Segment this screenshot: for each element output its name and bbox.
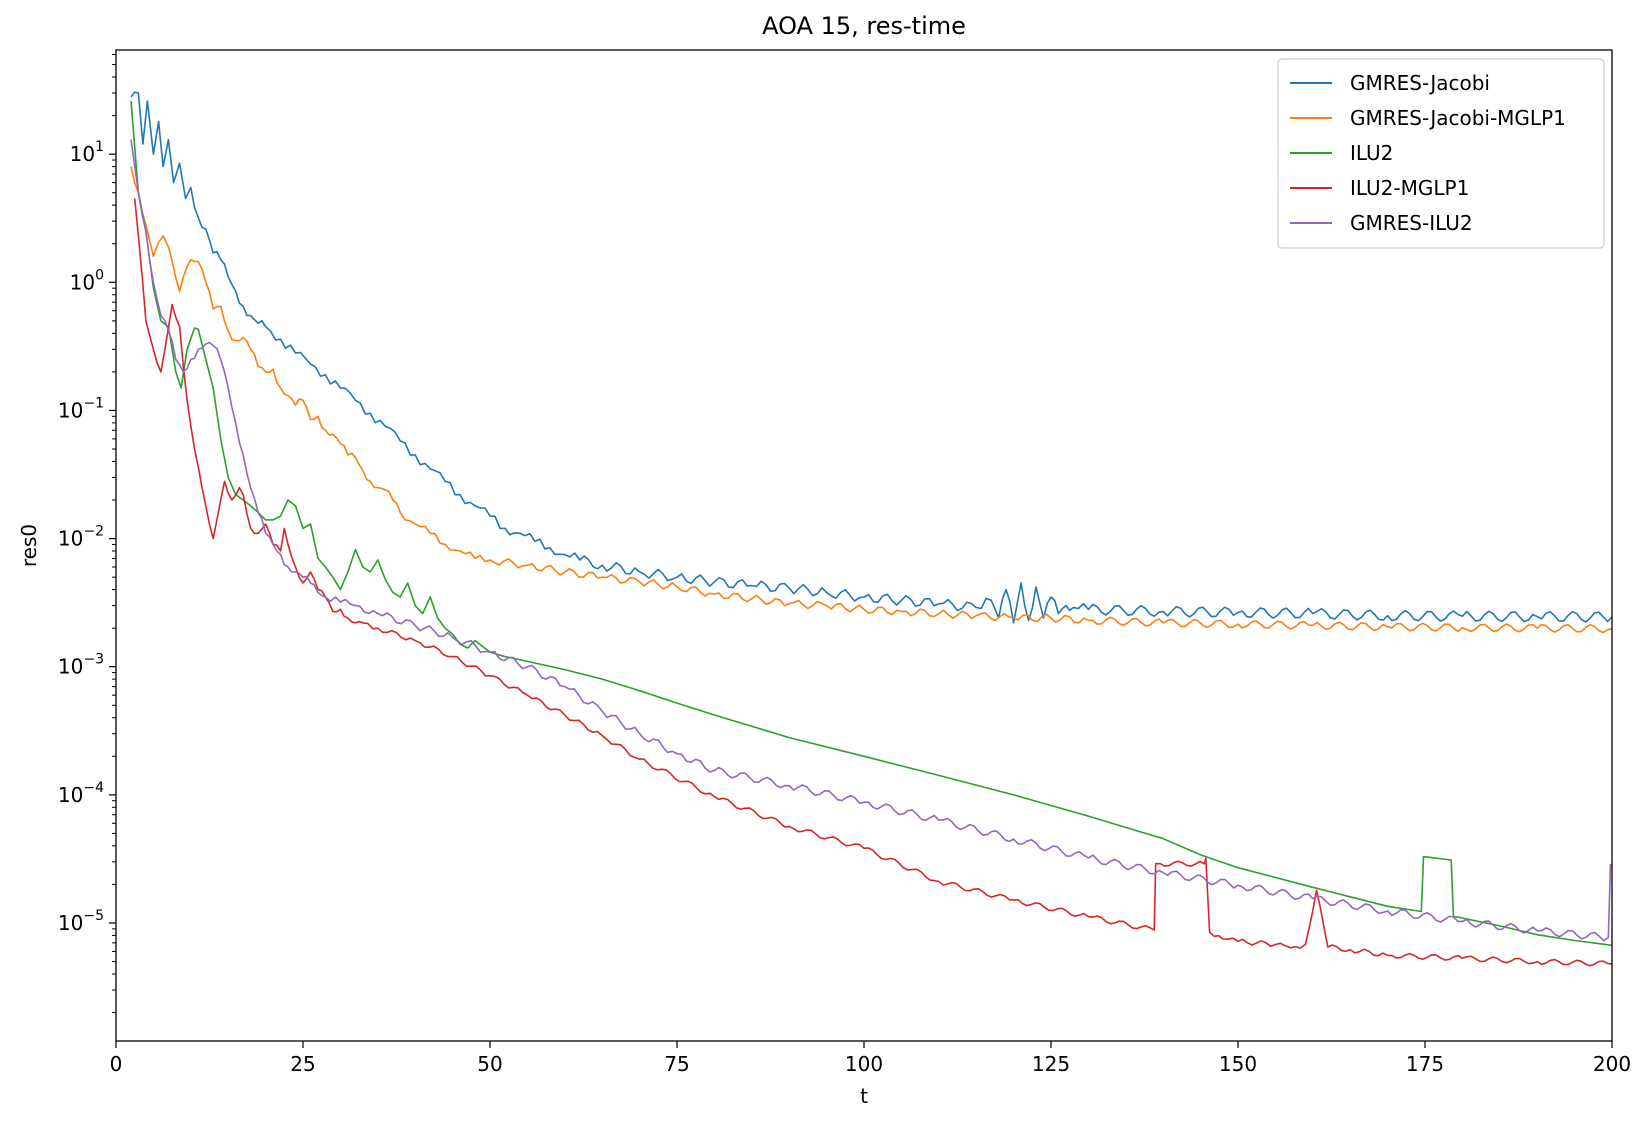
y-tick-label: 10−3	[58, 652, 104, 679]
legend-entry-label: GMRES-ILU2	[1350, 211, 1473, 235]
y-tick-label: 10−4	[58, 780, 104, 807]
legend-entry-label: GMRES-Jacobi	[1350, 71, 1490, 95]
x-tick-label: 25	[290, 1052, 315, 1076]
y-tick-label: 10−2	[58, 524, 104, 551]
x-tick-label: 100	[845, 1052, 883, 1076]
legend-box	[1277, 58, 1605, 249]
y-tick-label: 10−1	[58, 395, 104, 422]
series-line-gmres-ilu2	[130, 139, 1612, 942]
chart-title: AOA 15, res-time	[762, 12, 966, 40]
legend-entry-label: GMRES-Jacobi-MGLP1	[1350, 106, 1566, 130]
x-tick-label: 50	[477, 1052, 502, 1076]
y-tick-label: 101	[70, 139, 104, 166]
y-axis: 10−5 10−4 10−3 10−2 10−1 100 101	[58, 53, 116, 1014]
series-layer	[130, 91, 1612, 967]
legend-entry-label: ILU2-MGLP1	[1350, 176, 1469, 200]
series-line-gmres-jacobi	[130, 91, 1612, 624]
x-tick-label: 75	[664, 1052, 689, 1076]
x-tick-label: 150	[1219, 1052, 1257, 1076]
x-tick-label: 125	[1032, 1052, 1070, 1076]
legend-entry-label: ILU2	[1350, 141, 1393, 165]
y-axis-label: res0	[17, 524, 41, 567]
x-tick-label: 0	[110, 1052, 123, 1076]
x-tick-label: 200	[1593, 1052, 1631, 1076]
series-line-gmres-jacobi-mglp1	[130, 166, 1612, 634]
y-tick-label: 10−5	[58, 908, 104, 935]
x-tick-label: 175	[1406, 1052, 1444, 1076]
y-tick-label: 100	[70, 267, 104, 294]
series-line-ilu2-mglp1	[133, 198, 1612, 967]
legend: GMRES-Jacobi GMRES-Jacobi-MGLP1 ILU2 ILU2-M…	[1277, 58, 1605, 249]
series-line-ilu2	[130, 100, 1612, 947]
x-axis: 0 25 50 75 100 125 150 175 200	[110, 1041, 1631, 1076]
x-axis-label: t	[860, 1084, 868, 1108]
